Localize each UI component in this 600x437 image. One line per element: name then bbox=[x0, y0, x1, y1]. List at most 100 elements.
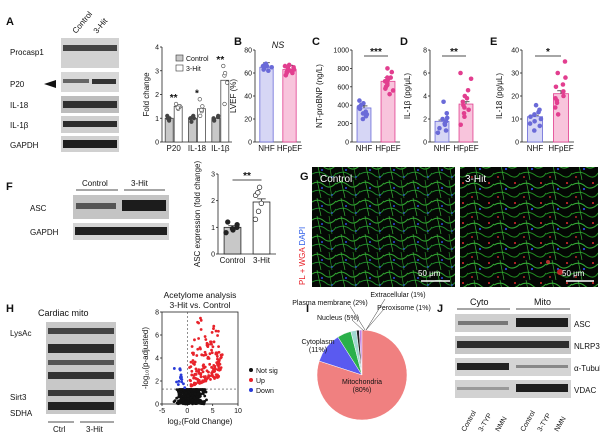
blot-band bbox=[122, 200, 166, 211]
data-point bbox=[195, 369, 198, 373]
data-point bbox=[222, 101, 227, 107]
chart-title: Acetylome analysis bbox=[164, 290, 237, 300]
panelH-label-sdha: SDHA bbox=[10, 409, 33, 418]
y-axis-label: NT-proBNP (ng/L) bbox=[315, 64, 324, 128]
data-point bbox=[256, 184, 263, 190]
data-point bbox=[207, 370, 210, 374]
panelJ-label-asc: ASC bbox=[574, 320, 591, 329]
data-point bbox=[190, 345, 194, 348]
data-point bbox=[444, 115, 450, 121]
blot-band bbox=[457, 341, 569, 348]
blot-tubulin bbox=[455, 358, 571, 376]
blot-band bbox=[76, 203, 116, 209]
data-point bbox=[215, 361, 219, 365]
bar bbox=[252, 201, 271, 255]
y-tick-label: 2 bbox=[155, 379, 159, 386]
x-tick-label: 10 bbox=[234, 408, 242, 415]
data-point bbox=[189, 119, 194, 124]
panelG-image-control bbox=[312, 167, 455, 287]
data-point bbox=[179, 396, 183, 400]
data-point bbox=[214, 329, 218, 333]
significance-label: ** bbox=[450, 47, 458, 58]
data-point bbox=[211, 117, 217, 122]
data-point bbox=[217, 367, 221, 371]
blot-band bbox=[48, 390, 114, 396]
data-point bbox=[288, 68, 293, 73]
bar bbox=[282, 69, 297, 143]
data-point bbox=[189, 383, 193, 386]
data-point bbox=[177, 391, 181, 395]
data-point bbox=[180, 380, 184, 384]
data-point bbox=[443, 128, 449, 133]
panel-letter-h: H bbox=[6, 303, 14, 315]
data-point bbox=[532, 112, 537, 117]
significance-label: ** bbox=[243, 171, 251, 182]
y-tick-label: 10 bbox=[511, 117, 519, 124]
data-point bbox=[212, 327, 215, 330]
legend-label: Control bbox=[186, 56, 209, 63]
data-point bbox=[206, 356, 210, 360]
data-point bbox=[206, 343, 210, 347]
y-tick-label: 200 bbox=[337, 121, 349, 128]
significance-label: ** bbox=[170, 93, 178, 104]
x-tick-label: Control bbox=[220, 256, 246, 265]
panelG-side-label-1: PL + WGA bbox=[298, 247, 307, 285]
y-tick-label: 800 bbox=[337, 66, 349, 73]
legend-marker bbox=[249, 388, 253, 392]
slice-label: Extracellular (1%) bbox=[370, 292, 425, 299]
data-point bbox=[554, 100, 560, 106]
data-point bbox=[175, 388, 179, 392]
significance-label: ** bbox=[216, 55, 224, 66]
data-point bbox=[166, 117, 171, 122]
y-axis-label: -log₁₀(p-adjusted) bbox=[141, 327, 150, 389]
chart-f-asc: 0 1 2 3 ASC expression (fold change) Control 3… bbox=[193, 161, 276, 268]
bar bbox=[259, 66, 274, 143]
data-point bbox=[437, 125, 442, 131]
y-tick-label: 2 bbox=[211, 198, 215, 205]
leader-line bbox=[365, 298, 386, 331]
data-point bbox=[219, 353, 223, 357]
y-axis-label: LVEF (%) bbox=[229, 79, 238, 113]
bar bbox=[220, 79, 230, 143]
y-tick-label: 6 bbox=[423, 71, 427, 78]
legend-marker bbox=[249, 378, 253, 382]
blot-band bbox=[516, 318, 568, 327]
data-point bbox=[215, 355, 219, 358]
data-point bbox=[211, 369, 215, 373]
panelJ-label-nlrp3: NLRP3 bbox=[574, 342, 600, 351]
panelG-title-control: Control bbox=[320, 174, 352, 185]
data-point bbox=[194, 377, 198, 381]
data-point bbox=[199, 318, 203, 322]
y-tick-label: 1 bbox=[211, 225, 215, 232]
legend-label: 3-Hit bbox=[186, 66, 201, 73]
data-point bbox=[197, 388, 201, 392]
slice-label: (11%) bbox=[309, 347, 327, 354]
blot-procasp1 bbox=[61, 38, 119, 68]
panelF-label-asc: ASC bbox=[30, 204, 47, 213]
x-tick-label: IL-1β bbox=[211, 144, 230, 153]
panelJ-label-tubulin: α-Tubulin bbox=[574, 364, 600, 373]
y-axis-label: ASC expression (fold change) bbox=[193, 161, 202, 268]
chart-c-ntprobnp: 0 200 400 600 800 1000 NT-proBNP (ng/L) NHF HFpE… bbox=[315, 47, 401, 153]
data-point bbox=[442, 121, 448, 126]
data-point bbox=[210, 374, 214, 377]
data-point bbox=[217, 345, 220, 349]
y-tick-label: 1000 bbox=[333, 48, 349, 55]
data-point bbox=[561, 89, 566, 94]
data-point bbox=[252, 216, 259, 222]
data-point bbox=[172, 400, 176, 404]
data-point bbox=[200, 368, 203, 372]
data-point bbox=[189, 360, 193, 364]
data-point bbox=[195, 388, 199, 392]
panel-letter-j: J bbox=[437, 303, 443, 315]
slice-label: (80%) bbox=[353, 387, 372, 394]
data-point bbox=[219, 355, 223, 359]
data-point bbox=[173, 101, 179, 107]
y-tick-label: 4 bbox=[155, 45, 159, 52]
legend-swatch bbox=[175, 64, 184, 72]
data-point bbox=[291, 64, 296, 70]
data-point bbox=[195, 402, 199, 405]
data-point bbox=[208, 352, 212, 356]
data-point bbox=[536, 109, 541, 115]
y-tick-label: 3 bbox=[211, 172, 215, 179]
